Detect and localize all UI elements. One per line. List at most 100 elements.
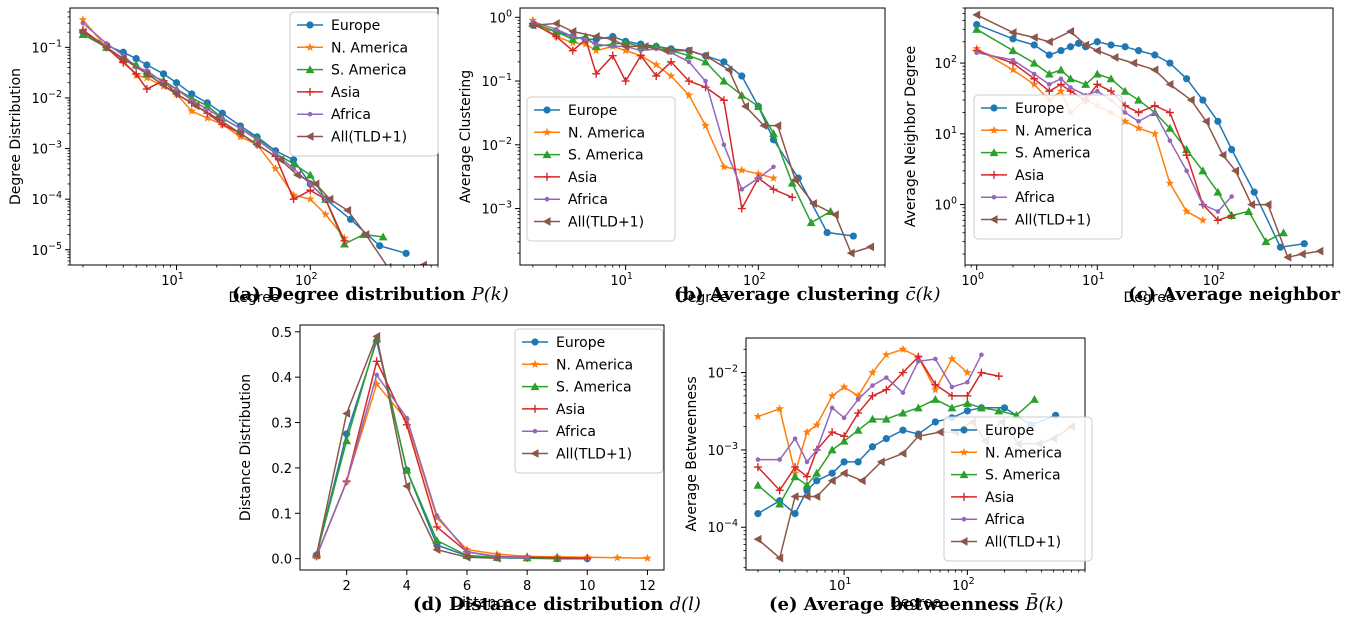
data-point-europe — [1075, 39, 1083, 47]
data-point-africa — [1094, 88, 1100, 94]
data-point-n-america — [827, 391, 837, 400]
data-point-europe — [1030, 41, 1038, 49]
data-point-africa — [638, 48, 644, 53]
data-point-s-america — [542, 150, 552, 159]
data-point-asia — [306, 87, 314, 96]
legend-label-africa: Africa — [985, 512, 1025, 528]
data-point-asia — [828, 428, 837, 437]
data-point-asia — [791, 463, 800, 472]
data-point-all-tld-1 — [591, 32, 600, 41]
data-point-africa — [703, 78, 708, 84]
data-point-all-tld-1 — [492, 553, 501, 563]
data-point-europe — [218, 109, 226, 117]
data-point-all-tld-1 — [1008, 28, 1017, 37]
data-point-n-america — [651, 60, 661, 69]
data-point-s-america — [342, 436, 352, 445]
legend: Europe N. America S. America Asia Africa All(… — [973, 94, 1123, 240]
data-point-asia — [306, 186, 315, 195]
data-point-s-america — [1029, 58, 1039, 67]
data-point-europe — [1107, 41, 1115, 49]
data-point-africa — [1200, 202, 1206, 207]
series-line-africa — [315, 373, 528, 559]
data-point-all-tld-1 — [866, 242, 875, 252]
legend-label-s-america: S. America — [1015, 146, 1091, 162]
data-point-all-tld-1 — [568, 27, 577, 36]
data-point-s-america — [972, 24, 982, 33]
legend-label-s-america: S. America — [568, 148, 644, 164]
data-point-all-tld-1 — [790, 175, 799, 185]
legend-label-africa: Africa — [556, 424, 596, 440]
data-point-asia — [1056, 80, 1065, 89]
data-point-all-tld-1 — [802, 492, 811, 501]
legend-label-n-america: N. America — [556, 357, 633, 373]
data-point-n-america — [187, 106, 197, 115]
legend-label-asia: Asia — [568, 170, 597, 186]
y-tick-label: 0.0 — [271, 553, 292, 568]
data-point-all-tld-1 — [528, 20, 537, 30]
data-point-all-tld-1 — [1081, 40, 1090, 50]
data-point-all-tld-1 — [741, 102, 750, 111]
data-point-africa — [532, 428, 538, 434]
data-point-all-tld-1 — [775, 553, 784, 563]
x-axis-label: Degree — [1124, 290, 1175, 306]
data-point-asia — [1182, 151, 1191, 160]
data-point-all-tld-1 — [1129, 58, 1138, 68]
data-point-all-tld-1 — [661, 46, 670, 56]
data-point-asia — [882, 385, 891, 394]
data-point-n-america — [898, 344, 908, 353]
data-point-all-tld-1 — [812, 492, 821, 501]
data-point-n-america — [1165, 178, 1175, 187]
data-point-s-america — [853, 425, 863, 434]
data-point-europe — [531, 338, 539, 346]
data-point-n-america — [591, 46, 601, 55]
x-tick-label: 100 — [961, 271, 984, 289]
data-point-s-america — [378, 232, 388, 241]
data-point-asia — [340, 236, 349, 245]
data-point-n-america — [931, 385, 940, 394]
data-point-all-tld-1 — [684, 46, 693, 56]
y-tick-label: 0.4 — [271, 371, 292, 386]
data-point-s-america — [930, 394, 940, 403]
legend-label-n-america: N. America — [568, 125, 645, 141]
data-point-africa — [979, 352, 984, 358]
data-point-all-tld-1 — [1044, 37, 1053, 47]
data-point-all-tld-1 — [1231, 166, 1240, 176]
y-tick-label: 10−1 — [481, 72, 512, 90]
legend-label-europe: Europe — [556, 335, 605, 351]
data-point-asia — [667, 57, 676, 66]
data-point-s-america — [1081, 79, 1091, 88]
data-point-s-america — [1261, 237, 1271, 246]
data-point-all-tld-1 — [530, 449, 539, 458]
legend-label-all-tld-1: All(TLD+1) — [1015, 213, 1091, 229]
caption: (e) Average betweenness B̄(k) — [769, 592, 1063, 615]
y-tick-label: 100 — [934, 196, 957, 214]
data-point-europe — [159, 70, 168, 78]
data-point-s-america — [1106, 74, 1116, 83]
data-point-n-america — [621, 46, 630, 55]
data-point-n-america — [666, 71, 676, 80]
data-point-s-america — [806, 218, 816, 227]
data-point-all-tld-1 — [252, 140, 261, 149]
data-point-africa — [524, 555, 530, 561]
data-point-n-america — [372, 379, 381, 388]
data-point-n-america — [306, 194, 315, 203]
data-point-asia — [621, 77, 630, 86]
data-point-europe — [1214, 117, 1222, 125]
data-point-europe — [1182, 75, 1191, 83]
data-point-asia — [854, 409, 863, 418]
data-point-asia — [868, 391, 877, 400]
data-point-europe — [1151, 51, 1159, 59]
data-point-all-tld-1 — [1186, 95, 1195, 105]
data-point-all-tld-1 — [1110, 53, 1119, 62]
data-point-asia — [372, 357, 381, 366]
data-point-all-tld-1 — [172, 89, 181, 99]
data-point-s-america — [305, 170, 315, 179]
data-point-all-tld-1 — [753, 534, 762, 544]
data-point-s-america — [684, 51, 694, 60]
data-point-africa — [374, 372, 380, 378]
data-point-all-tld-1 — [640, 41, 649, 51]
data-point-all-tld-1 — [191, 101, 200, 111]
data-point-europe — [132, 54, 140, 63]
data-point-n-america — [812, 420, 822, 429]
data-point-all-tld-1 — [1218, 150, 1227, 160]
